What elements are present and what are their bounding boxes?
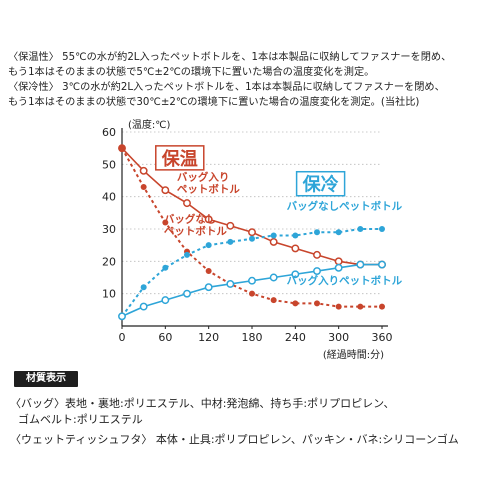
- data-point: [183, 199, 191, 208]
- data-point: [205, 268, 212, 275]
- data-point: [248, 276, 256, 285]
- data-point: [139, 166, 148, 175]
- data-point: [291, 244, 300, 253]
- data-point: [184, 251, 190, 258]
- materials-tissue-line: 〈ウェットティッシュフタ〉 本体・止具:ポリプロピレン、パッキン・バネ:シリコー…: [10, 433, 459, 446]
- data-point: [314, 229, 320, 236]
- label-cold-nobag: バッグなしペットボトル: [287, 200, 403, 213]
- note-warm-line2: もう1本はそのままの状態で5℃±2℃の環境下に置いた場合の温度変化を測定。: [8, 67, 375, 78]
- y-tick-label: 20: [102, 255, 116, 268]
- cold-group-label: 保冷: [302, 174, 339, 196]
- y-tick-label: 30: [102, 223, 116, 236]
- data-point: [162, 264, 169, 271]
- label-warm-bag: ペットボトル: [177, 183, 240, 196]
- data-point: [249, 290, 255, 297]
- x-tick-label: 0: [119, 331, 126, 344]
- data-point: [227, 238, 234, 245]
- y-tick-label: 40: [102, 191, 116, 204]
- data-point: [379, 303, 385, 310]
- data-point: [378, 260, 386, 269]
- data-point: [334, 263, 343, 272]
- data-point: [357, 226, 364, 232]
- data-point: [313, 267, 321, 275]
- data-point: [139, 302, 148, 311]
- data-point: [291, 270, 300, 279]
- data-point: [161, 296, 170, 305]
- data-point: [140, 183, 147, 190]
- materials-heading: 材質表示: [14, 371, 78, 387]
- warm-group-label: 保温: [161, 148, 198, 170]
- data-point: [204, 283, 213, 292]
- x-tick-label: 60: [158, 331, 172, 344]
- axes-layer: 10 20 30 40 50 60 0 60 120 180 240 300 360 (温度:℃) (経過時…: [102, 118, 393, 360]
- label-warm-nobag: バッグなし: [164, 213, 217, 226]
- x-tick-label: 300: [328, 331, 349, 344]
- data-point: [335, 303, 342, 310]
- x-tick-label: 120: [198, 331, 219, 344]
- x-tick-label: 180: [242, 331, 263, 344]
- data-point: [313, 250, 321, 259]
- temperature-chart: 10 20 30 40 50 60 0 60 120 180 240 300 360 (温度:℃) (経過時…: [102, 118, 403, 360]
- y-tick-label: 10: [102, 288, 116, 301]
- data-point: [140, 284, 147, 291]
- labels-layer: 保温保冷バッグ入りペットボトルバッグなしペットボトルバッグなしペットボトルバッグ…: [155, 145, 403, 287]
- data-point: [183, 289, 191, 298]
- series-line-cold-solid: [121, 263, 382, 318]
- data-point: [334, 257, 343, 266]
- series-layer: [118, 144, 386, 321]
- data-point: [226, 221, 235, 230]
- cold-group-label-box: [295, 170, 346, 197]
- data-point: [119, 145, 125, 152]
- note-cold-line2: もう1本はそのままの状態で30℃±2℃の環境下に置いた場合の温度変化を測定。(当…: [8, 97, 420, 108]
- data-point: [357, 303, 364, 310]
- y-axis-label: (温度:℃): [128, 118, 171, 131]
- data-point: [204, 215, 213, 224]
- warm-group-label-box: [155, 145, 205, 171]
- data-point: [161, 186, 170, 195]
- label-cold-bag: バッグ入りペットボトル: [287, 274, 403, 287]
- y-tick-label: 50: [102, 158, 116, 171]
- data-point: [270, 232, 277, 239]
- x-axis-label: (経過時間:分): [323, 348, 384, 360]
- data-point: [356, 260, 365, 269]
- data-point: [269, 273, 278, 282]
- materials-bag-line1: 〈バッグ〉表地・裏地:ポリエステル、中材:発泡綿、持ち手:ポリプロピレン、: [10, 397, 395, 410]
- data-point: [118, 312, 126, 321]
- data-point: [270, 297, 277, 304]
- data-point: [335, 229, 342, 236]
- note-cold-line1: 〈保冷性〉 3℃の水が約2L入ったペットボトルを、1本は本製品に収納してファスナ…: [8, 82, 445, 93]
- data-point: [314, 300, 320, 307]
- data-point: [379, 226, 385, 232]
- data-point: [248, 228, 256, 237]
- data-point: [205, 242, 212, 249]
- data-point: [249, 235, 255, 242]
- y-tick-label: 60: [102, 126, 116, 139]
- label-warm-nobag: ペットボトル: [164, 225, 227, 238]
- note-warm-line1: 〈保温性〉 55℃の水が約2L入ったペットボトルを、1本は本製品に収納してファス…: [8, 52, 452, 63]
- label-warm-bag: バッグ入り: [177, 171, 230, 184]
- materials-bag-line2: ゴムベルト:ポリエステル: [18, 413, 143, 426]
- data-point: [162, 219, 169, 226]
- data-point: [292, 232, 299, 239]
- x-tick-label: 360: [372, 331, 393, 344]
- series-line-cold-dashed: [121, 228, 382, 317]
- test-notes: 〈保温性〉 55℃の水が約2L入ったペットボトルを、1本は本製品に収納してファス…: [8, 50, 496, 110]
- data-point: [269, 237, 278, 246]
- x-tick-label: 240: [285, 331, 306, 344]
- data-point: [226, 280, 235, 288]
- data-point: [292, 300, 299, 307]
